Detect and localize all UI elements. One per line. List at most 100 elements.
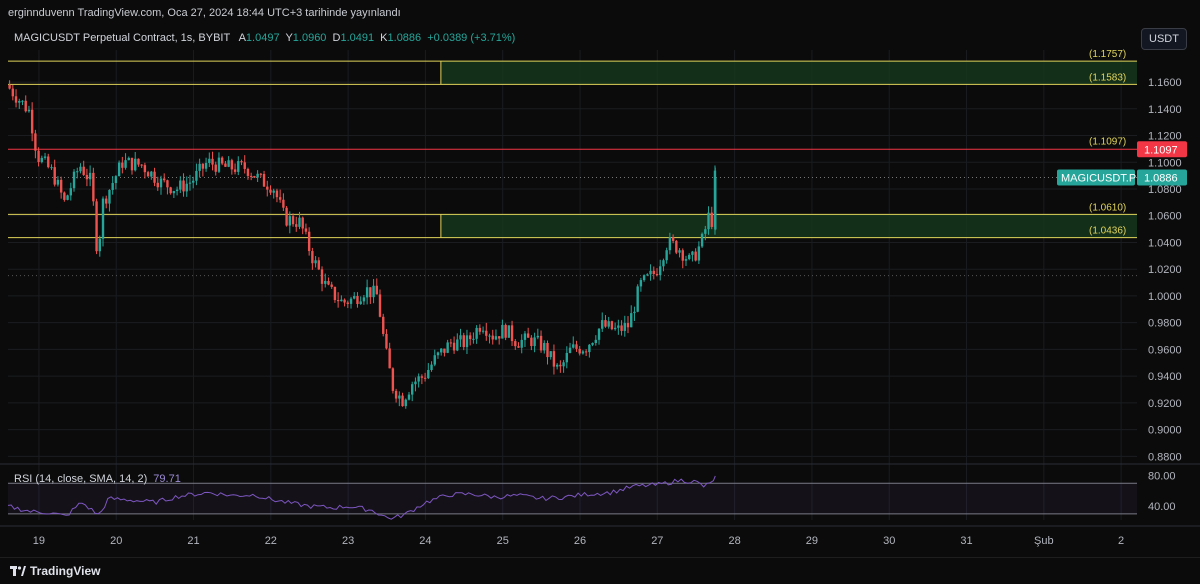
candle-body xyxy=(233,169,237,172)
candle-body xyxy=(169,187,172,194)
candle-body xyxy=(639,280,643,287)
candle-body xyxy=(98,238,101,252)
candle-body xyxy=(462,335,465,348)
time-tick-label: 27 xyxy=(651,535,663,547)
rsi-value: 79.71 xyxy=(153,473,181,485)
rsi-legend: RSI (14, close, SMA, 14, 2) 79.71 xyxy=(14,473,181,485)
candle-body xyxy=(475,327,478,339)
rsi-title: RSI (14, close, SMA, 14, 2) xyxy=(14,473,148,485)
time-tick-label: 21 xyxy=(187,535,199,547)
candle-body xyxy=(14,96,18,103)
candle-body xyxy=(523,333,527,340)
candle-body xyxy=(249,175,253,177)
time-tick-label: Şub xyxy=(1034,535,1054,547)
candle-body xyxy=(262,174,266,187)
candle-body xyxy=(243,162,246,169)
candle-body xyxy=(385,333,388,349)
candle-body xyxy=(407,394,411,400)
candle-body xyxy=(430,364,433,371)
candle-body xyxy=(327,280,330,285)
candle-body xyxy=(604,320,607,327)
close-value: 1.0886 xyxy=(387,32,422,44)
candle-body xyxy=(546,343,549,358)
candle-body xyxy=(47,156,50,168)
candle-body xyxy=(623,323,626,331)
candle-body xyxy=(630,313,633,328)
candle-body xyxy=(388,348,391,369)
candle-body xyxy=(562,362,565,367)
candle-body xyxy=(134,158,137,171)
candle-body xyxy=(536,335,540,338)
candle-body xyxy=(578,348,581,354)
candle-body xyxy=(697,246,701,261)
candle-body xyxy=(555,364,559,367)
candle-body xyxy=(420,376,424,378)
candle-body xyxy=(21,100,24,102)
zone-bottom-label: (1.1583) xyxy=(1089,72,1126,83)
rsi-tick-label: 80.00 xyxy=(1148,471,1176,483)
candle-body xyxy=(230,160,234,170)
candle-body xyxy=(417,376,420,382)
candle-body xyxy=(549,351,552,358)
candle-body xyxy=(40,157,44,163)
time-tick-label: 24 xyxy=(419,535,431,547)
candle-body xyxy=(472,338,475,340)
candle-body xyxy=(440,348,443,353)
candle-body xyxy=(92,172,95,202)
candle-body xyxy=(314,260,317,264)
candle-body xyxy=(459,335,462,340)
resistance-label: (1.1097) xyxy=(1089,136,1126,147)
candle-body xyxy=(427,370,430,379)
candle-body xyxy=(172,191,176,194)
tradingview-logo-icon[interactable] xyxy=(10,564,26,578)
candle-body xyxy=(79,166,82,172)
candle-body xyxy=(414,381,417,385)
candle-body xyxy=(85,174,89,180)
candle-body xyxy=(298,217,301,227)
candle-body xyxy=(76,171,79,173)
time-tick-label: 19 xyxy=(33,535,45,547)
candle-body xyxy=(372,285,375,298)
symbol-badge xyxy=(1057,169,1135,186)
candle-body xyxy=(11,88,15,97)
candle-body xyxy=(105,198,108,204)
candle-body xyxy=(543,343,546,351)
candle-body xyxy=(626,323,630,328)
candle-body xyxy=(649,270,652,275)
candle-body xyxy=(214,164,217,172)
price-tick-label: 1.1200 xyxy=(1148,131,1182,143)
open-value: 1.0497 xyxy=(245,32,280,44)
candle-body xyxy=(671,237,675,241)
candle-body xyxy=(359,301,362,305)
candle-body xyxy=(288,216,292,226)
candle-body xyxy=(510,325,514,342)
candle-body xyxy=(369,287,372,298)
candle-body xyxy=(659,266,662,276)
candle-body xyxy=(401,395,404,407)
footer-bar: TradingView xyxy=(0,557,1200,584)
candle-body xyxy=(204,162,208,169)
candle-body xyxy=(501,324,504,339)
price-tick-label: 0.9000 xyxy=(1148,425,1182,437)
candle-body xyxy=(285,207,288,226)
candle-body xyxy=(240,161,243,163)
candle-body xyxy=(565,352,569,363)
candle-body xyxy=(610,321,614,330)
candle-body xyxy=(520,339,523,348)
candle-body xyxy=(362,297,366,302)
candles xyxy=(8,80,717,409)
candle-body xyxy=(127,157,130,161)
candle-body xyxy=(423,377,427,379)
candle-body xyxy=(130,157,134,171)
currency-button[interactable]: USDT xyxy=(1141,28,1187,50)
candle-body xyxy=(150,171,153,177)
candle-body xyxy=(50,167,53,169)
candle-body xyxy=(572,344,575,348)
candle-body xyxy=(494,336,498,340)
price-tick-label: 1.0400 xyxy=(1148,237,1182,249)
symbol-badge-text: MAGICUSDT.P xyxy=(1061,173,1136,185)
candle-body xyxy=(256,173,259,178)
candle-body xyxy=(691,251,694,255)
time-tick-label: 28 xyxy=(728,535,740,547)
